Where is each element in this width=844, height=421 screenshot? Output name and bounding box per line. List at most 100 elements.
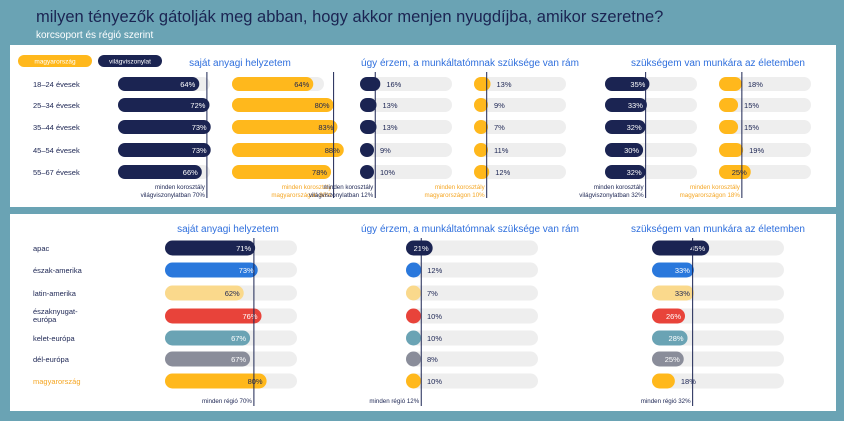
region-bar-track [406, 262, 538, 278]
age-bar [719, 98, 739, 112]
region-category-label: északnyugat-európa [33, 307, 78, 324]
age-category-label: 25–34 évesek [33, 101, 80, 110]
age-bar-value: 83% [318, 123, 333, 132]
region-group-title: szükségem van munkára az életemben [631, 224, 805, 235]
region-bar-value: 10% [427, 377, 442, 386]
age-bar [232, 77, 314, 91]
region-bar [406, 330, 421, 346]
region-category-label: dél-európa [33, 355, 70, 364]
age-bar [605, 143, 644, 157]
age-bar [232, 165, 332, 179]
age-bar [232, 120, 338, 134]
age-bar-value: 9% [380, 146, 391, 155]
age-bar [360, 98, 377, 112]
age-bar-value: 15% [744, 123, 759, 132]
region-bar-value: 67% [231, 334, 246, 343]
age-bar-value: 9% [494, 101, 505, 110]
region-reference-label: minden régió 12% [369, 398, 419, 405]
age-bar-value: 30% [624, 146, 639, 155]
age-bar-value: 72% [190, 101, 205, 110]
region-bar [406, 351, 421, 367]
region-reference-label: minden régió 70% [202, 398, 252, 405]
age-reference-label: minden korosztály világviszonylatban 12% [309, 184, 374, 199]
age-bar [118, 120, 211, 134]
region-bar [652, 285, 694, 301]
age-bar-value: 11% [494, 146, 509, 155]
page-title: milyen tényezők gátolják meg abban, hogy… [36, 8, 664, 26]
age-bar [605, 98, 647, 112]
legend-world-label: világviszonylat [109, 59, 151, 66]
region-bar [652, 308, 686, 324]
age-bar [605, 77, 650, 91]
age-bar-track [360, 165, 452, 179]
legend-hungary-pill [18, 55, 92, 67]
age-bar-value: 19% [749, 146, 764, 155]
age-bar [474, 165, 490, 179]
region-bar [406, 262, 422, 278]
region-bar [165, 330, 251, 346]
age-bar-value: 16% [386, 80, 401, 89]
age-group-title: saját anyagi helyzetem [189, 58, 291, 69]
region-bar-value: 73% [239, 266, 254, 275]
age-bar-track [474, 77, 566, 91]
age-bar [474, 143, 488, 157]
age-bar [118, 165, 202, 179]
age-bar-value: 73% [192, 123, 207, 132]
age-bar-track [360, 120, 452, 134]
region-bar-track [406, 285, 538, 301]
age-bar-value: 88% [325, 146, 340, 155]
age-bar-value: 7% [494, 123, 505, 132]
age-bar-value: 64% [294, 80, 309, 89]
age-bar [719, 120, 739, 134]
region-bar [165, 373, 267, 389]
age-reference-label: minden korosztály magyarországon 18% [680, 184, 741, 199]
age-bar [118, 77, 200, 91]
region-bar-value: 45% [690, 244, 705, 253]
region-bar-value: 7% [427, 289, 438, 298]
region-bar-track [652, 351, 784, 367]
age-bar-value: 12% [495, 168, 510, 177]
age-bar-value: 32% [627, 123, 642, 132]
region-bar-value: 10% [427, 334, 442, 343]
age-reference-label: minden korosztály magyarországon 10% [424, 184, 485, 199]
age-bar [118, 143, 211, 157]
region-bar [652, 351, 684, 367]
region-bar-value: 33% [675, 266, 690, 275]
region-reference-label: minden régió 32% [641, 398, 691, 405]
age-bar [719, 165, 751, 179]
age-bar [360, 165, 374, 179]
region-bar-value: 67% [231, 355, 246, 364]
age-bar-value: 73% [192, 146, 207, 155]
age-bar [474, 77, 491, 91]
age-bar-track [360, 143, 452, 157]
age-bar-value: 13% [497, 80, 512, 89]
region-bar-track [406, 373, 538, 389]
age-category-label: 55–67 évesek [33, 168, 80, 177]
region-bar [165, 262, 258, 278]
region-bar-value: 33% [675, 289, 690, 298]
region-bar-track [406, 308, 538, 324]
age-bar-value: 25% [732, 168, 747, 177]
region-bar [652, 262, 694, 278]
region-bar [406, 308, 421, 324]
region-bar-value: 71% [236, 244, 251, 253]
region-bar-value: 25% [665, 355, 680, 364]
age-bar-track [474, 143, 566, 157]
region-bar-value: 28% [669, 334, 684, 343]
legend-world-pill [98, 55, 162, 67]
age-bar-value: 78% [312, 168, 327, 177]
region-group-title: úgy érzem, a munkáltatómnak szüksége van… [361, 224, 579, 235]
age-bar-value: 13% [383, 101, 398, 110]
age-bar [719, 77, 742, 91]
age-group-title: úgy érzem, a munkáltatómnak szüksége van… [361, 58, 579, 69]
region-bar-value: 26% [666, 312, 681, 321]
region-bar-value: 18% [681, 377, 696, 386]
region-bar [165, 285, 244, 301]
age-bar [605, 120, 646, 134]
age-bar-value: 32% [627, 168, 642, 177]
age-bar [232, 98, 334, 112]
age-bar [360, 143, 374, 157]
region-bar [652, 373, 675, 389]
age-bar [474, 98, 488, 112]
age-bar-value: 15% [744, 101, 759, 110]
